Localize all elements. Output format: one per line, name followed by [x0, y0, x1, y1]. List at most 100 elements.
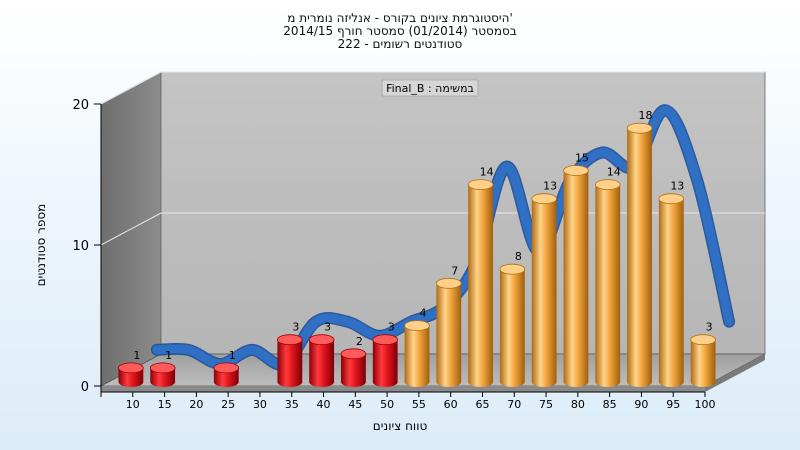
- x-tick-label-65: 65: [475, 398, 489, 411]
- bar-25: [213, 362, 240, 387]
- bar-95: [658, 193, 685, 387]
- data-label-40: 3: [324, 321, 331, 334]
- bar-body: [277, 339, 303, 387]
- bar-cap: [467, 179, 494, 191]
- x-tick-label-95: 95: [666, 398, 680, 411]
- x-tick-label-100: 100: [695, 398, 716, 411]
- bar-cap: [435, 277, 462, 289]
- bar-cap: [658, 193, 685, 205]
- bar-body: [531, 198, 557, 387]
- data-label-65: 14: [480, 166, 494, 179]
- bar-50: [372, 334, 399, 387]
- floor-front-edge: [101, 386, 705, 392]
- bar-15: [149, 362, 176, 387]
- y-axis-title: מספר סטודנטים: [34, 204, 48, 287]
- bar-cap: [404, 320, 430, 332]
- bar-body: [404, 325, 430, 387]
- bar-45: [340, 348, 367, 387]
- x-axis: 10 15 20 25 30 35 40 45 50 55 60 65 70 75 80 85 90 95 100: [100, 391, 716, 411]
- y-axis: 0 10 20: [72, 98, 102, 395]
- bar-cap: [626, 122, 653, 134]
- x-tick-label-25: 25: [221, 398, 235, 411]
- data-label-80: 15: [575, 152, 589, 165]
- bar-cap: [372, 334, 399, 346]
- data-label-55: 4: [420, 307, 427, 320]
- title-line-3: 222 - סטודנטים רשומים: [338, 37, 463, 51]
- gridline-left-20: [100, 71, 162, 105]
- bar-body: [372, 339, 398, 387]
- bar-body: [563, 170, 589, 387]
- bar-70: [499, 263, 526, 387]
- annotation-text: Final_B : במשימה: [386, 82, 474, 95]
- bar-cap: [340, 348, 367, 360]
- x-tick-label-75: 75: [539, 398, 553, 411]
- bar-cap: [277, 334, 303, 346]
- x-axis-title: טווח ציונים: [373, 419, 428, 433]
- data-label-15: 1: [165, 349, 172, 362]
- bar-cap: [308, 334, 335, 346]
- data-label-60: 7: [451, 264, 458, 277]
- bar-cap: [563, 165, 589, 176]
- data-label-25: 1: [229, 349, 236, 362]
- chart-title: היסטוגרמת ציונים בקורס - אנליזה נומרית מ…: [283, 11, 516, 51]
- data-label-100: 3: [706, 321, 713, 334]
- bar-body: [309, 339, 335, 387]
- x-tick-label-35: 35: [285, 398, 299, 411]
- x-tick-label-15: 15: [158, 398, 172, 411]
- data-label-90: 18: [639, 109, 653, 122]
- bar-90: [626, 122, 653, 387]
- bar-body: [595, 184, 621, 388]
- bar-40: [308, 334, 335, 387]
- annotation: Final_B : במשימה: [381, 79, 479, 97]
- x-tick-label-10: 10: [126, 398, 140, 411]
- data-label-45: 2: [356, 335, 363, 348]
- x-tick-label-55: 55: [412, 398, 426, 411]
- bar-body: [150, 367, 176, 387]
- bar-cap: [213, 362, 240, 374]
- bar-65: [467, 179, 494, 387]
- bar-35: [277, 334, 303, 387]
- data-label-70: 8: [515, 250, 522, 263]
- data-label-75: 13: [543, 180, 557, 193]
- data-label-35: 3: [292, 321, 299, 334]
- title-line-2: בסמסטר (01/2014) סמסטר חורף 2014/15: [283, 24, 516, 38]
- x-tick-label-60: 60: [444, 398, 458, 411]
- x-tick-label-30: 30: [253, 398, 267, 411]
- x-tick-label-70: 70: [507, 398, 521, 411]
- bar-body: [341, 353, 366, 387]
- bar-10: [118, 362, 144, 387]
- bar-60: [435, 277, 462, 387]
- y-tick-label-20: 20: [72, 98, 89, 113]
- x-tick-label-85: 85: [603, 398, 617, 411]
- bar-body: [499, 269, 525, 387]
- bar-body: [213, 367, 239, 387]
- data-label-95: 13: [670, 180, 684, 193]
- bar-body: [468, 184, 493, 387]
- annotation-box: [381, 79, 479, 97]
- x-tick-label-40: 40: [317, 398, 331, 411]
- bar-cap: [499, 263, 526, 275]
- data-label-10: 1: [133, 349, 140, 362]
- bar-cap: [594, 179, 621, 191]
- bar-80: [563, 165, 589, 387]
- bar-body: [627, 128, 652, 387]
- x-tick-label-50: 50: [380, 398, 394, 411]
- gridline-left-10: [100, 212, 162, 246]
- bar-cap: [118, 362, 144, 374]
- bar-body: [658, 198, 684, 387]
- bar-cap: [149, 362, 176, 374]
- bar-body: [118, 367, 144, 387]
- bar-75: [531, 193, 557, 387]
- bar-55: [404, 320, 430, 387]
- y-tick-label-0: 0: [81, 380, 89, 395]
- x-tick-label-90: 90: [634, 398, 648, 411]
- bar-body: [690, 339, 716, 387]
- bars-layer: [118, 122, 716, 388]
- y-tick-label-10: 10: [72, 239, 89, 254]
- x-tick-label-20: 20: [189, 398, 203, 411]
- bar-85: [594, 179, 621, 388]
- bar-100: [690, 334, 716, 387]
- bar-body: [436, 283, 462, 387]
